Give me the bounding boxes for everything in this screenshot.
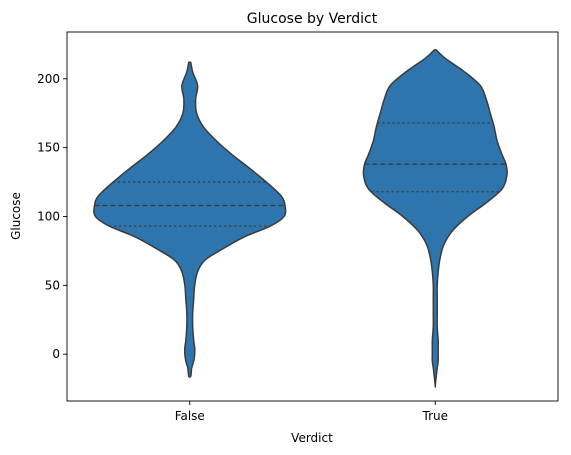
y-tick-label: 200 (37, 72, 60, 86)
violin-true (362, 49, 508, 388)
y-axis: 0 50 100 150 200 (37, 72, 67, 361)
x-tick-label: False (175, 409, 205, 423)
chart-title: Glucose by Verdict (247, 11, 378, 27)
plot-area (93, 49, 508, 388)
y-tick-label: 150 (37, 141, 60, 155)
violin-false (93, 61, 287, 378)
x-axis: False True (175, 401, 448, 423)
x-axis-label: Verdict (291, 431, 333, 445)
y-tick-label: 100 (37, 210, 60, 224)
x-tick-label: True (422, 409, 449, 423)
y-axis-label: Glucose (9, 192, 23, 240)
y-tick-label: 50 (45, 278, 60, 292)
y-tick-label: 0 (52, 347, 60, 361)
